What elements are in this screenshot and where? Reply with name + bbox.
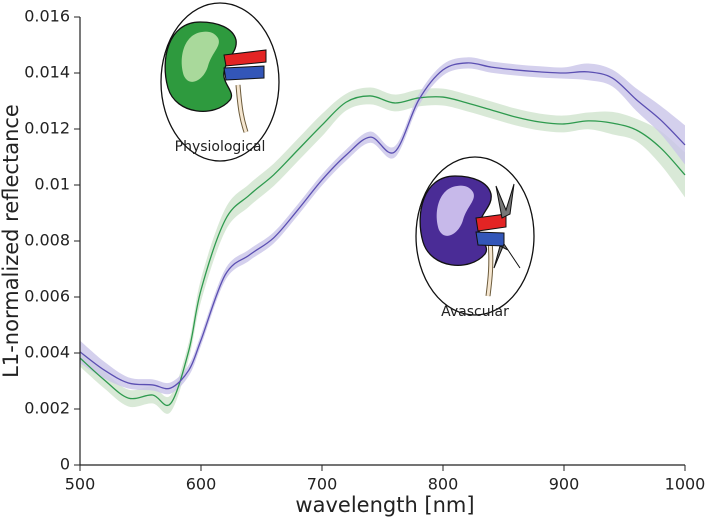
- y-tick-label: 0.014: [24, 63, 70, 82]
- y-tick-label: 0.016: [24, 7, 70, 26]
- x-tick-label: 700: [307, 475, 338, 494]
- error-band: [80, 57, 685, 395]
- series-label: Physiological: [175, 139, 266, 155]
- y-tick-label: 0.008: [24, 231, 70, 250]
- y-tick-label: 0.006: [24, 287, 70, 306]
- x-tick-label: 500: [65, 475, 96, 494]
- line: [79, 62, 686, 390]
- y-tick-label: 0.01: [34, 175, 70, 194]
- line: [79, 95, 686, 407]
- avascular-icon: Avascular: [415, 156, 535, 320]
- plot-area: [79, 57, 686, 414]
- x-tick-label: 1000: [665, 475, 706, 494]
- y-tick-label: 0.002: [24, 399, 70, 418]
- physiological-icon: Physiological: [160, 2, 280, 162]
- y-axis-title: L1-normalized reflectance: [0, 104, 23, 378]
- y-tick-label: 0.004: [24, 343, 70, 362]
- x-tick-label: 600: [186, 475, 217, 494]
- x-tick-label: 900: [549, 475, 580, 494]
- error-band: [80, 87, 685, 414]
- x-axis-title: wavelength [nm]: [295, 493, 474, 517]
- x-tick-label: 800: [428, 475, 459, 494]
- y-tick-label: 0.012: [24, 119, 70, 138]
- series-label: Avascular: [441, 304, 509, 320]
- y-tick-label: 0: [60, 455, 70, 474]
